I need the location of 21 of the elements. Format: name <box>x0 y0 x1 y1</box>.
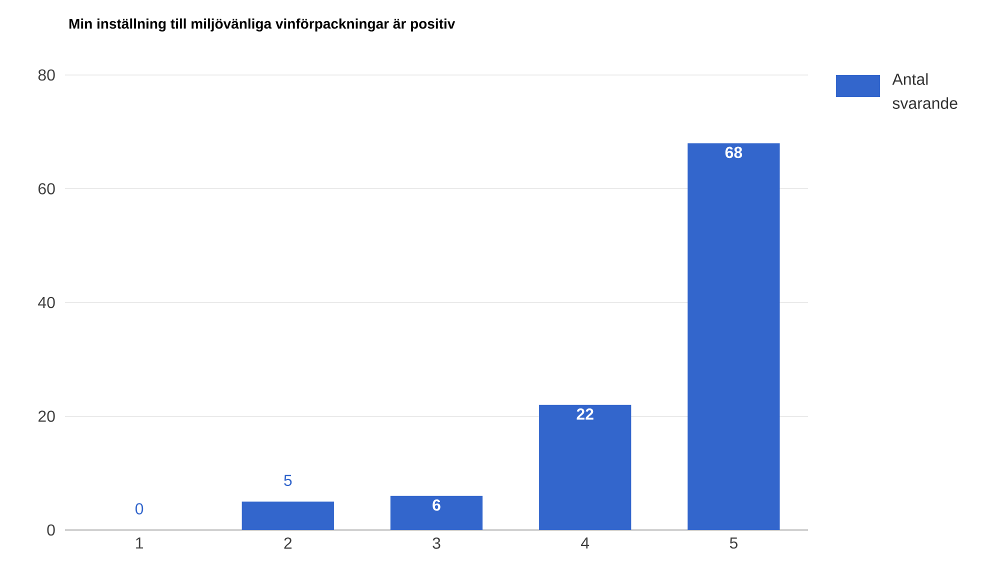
y-tick-label: 20 <box>38 410 55 422</box>
x-tick-label: 1 <box>136 538 143 549</box>
x-tick-label: 4 <box>581 538 590 549</box>
bar <box>242 502 334 530</box>
data-label: 5 <box>284 474 292 486</box>
y-tick-label: 80 <box>38 69 55 81</box>
data-label: 0 <box>135 503 144 514</box>
chart-title: Min inställning till miljövänliga vinförpackningar är positiv <box>69 18 456 32</box>
y-tick-label: 40 <box>38 296 55 308</box>
y-tick-label: 60 <box>38 183 55 194</box>
x-tick-label: 2 <box>284 538 292 549</box>
bar <box>688 143 780 530</box>
data-label: 22 <box>576 408 594 420</box>
x-tick-label: 3 <box>432 538 440 549</box>
data-label: 6 <box>432 499 440 511</box>
legend-label: Antal svarande <box>892 73 958 109</box>
y-tick-label: 0 <box>47 524 55 536</box>
data-label: 68 <box>725 146 742 158</box>
bar <box>539 404 632 530</box>
x-tick-label: 5 <box>730 538 738 549</box>
bar <box>390 496 483 530</box>
